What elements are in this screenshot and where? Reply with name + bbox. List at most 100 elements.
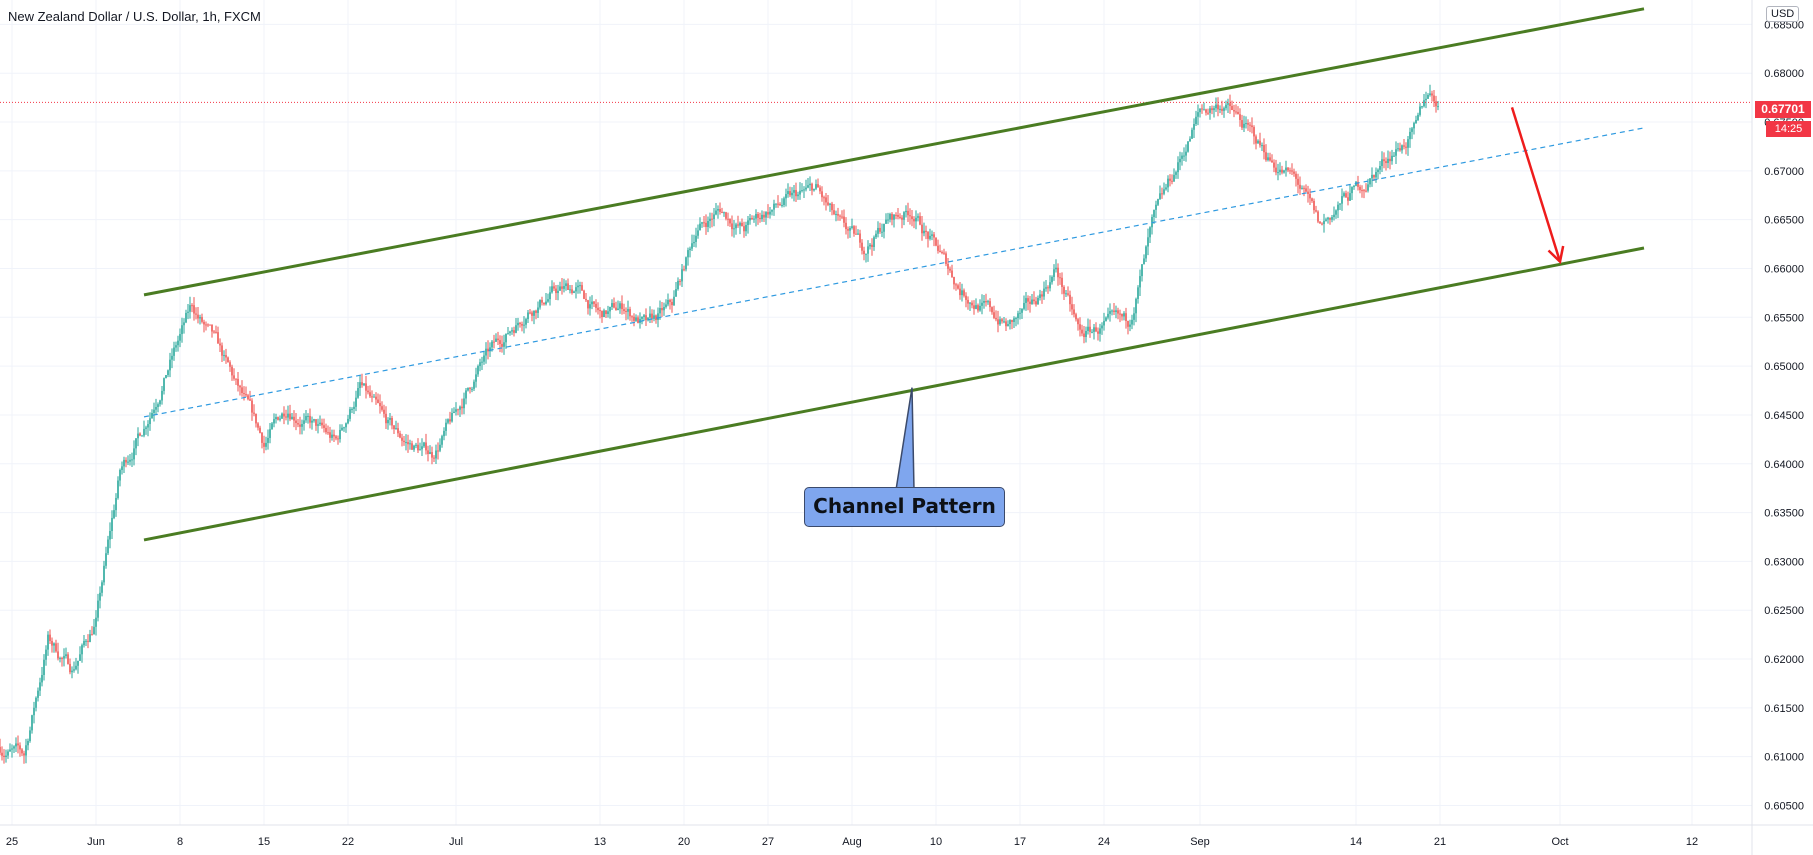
candle-body bbox=[1411, 128, 1413, 132]
candle-body bbox=[961, 290, 963, 296]
candle-body bbox=[645, 315, 647, 321]
candle-body bbox=[1257, 140, 1259, 144]
price-tick-label: 0.63000 bbox=[1764, 556, 1804, 568]
candle-body bbox=[459, 406, 461, 410]
candle-body bbox=[1237, 111, 1239, 115]
candle-body bbox=[13, 746, 15, 749]
candle-body bbox=[1371, 174, 1373, 179]
time-tick-label: 12 bbox=[1686, 836, 1698, 848]
candle-body bbox=[753, 218, 755, 220]
candle-body bbox=[837, 213, 839, 216]
candle-body bbox=[461, 406, 463, 409]
candle-body bbox=[1247, 123, 1249, 125]
time-tick-label: 13 bbox=[594, 836, 606, 848]
bar-countdown-badge: 14:25 bbox=[1766, 121, 1811, 137]
candle-body bbox=[149, 418, 151, 425]
candle-body bbox=[473, 381, 475, 389]
candle-body bbox=[1219, 108, 1221, 110]
candle-body bbox=[1039, 294, 1041, 298]
candle-body bbox=[733, 228, 735, 230]
candle-body bbox=[533, 310, 535, 316]
candle-body bbox=[1285, 167, 1287, 171]
time-tick-label: Jul bbox=[449, 836, 463, 848]
candle-body bbox=[1277, 172, 1279, 174]
candle-body bbox=[1387, 158, 1389, 164]
candle-body bbox=[329, 432, 331, 438]
candle-body bbox=[1235, 111, 1237, 113]
candle-body bbox=[1043, 288, 1045, 297]
candle-body bbox=[499, 340, 501, 344]
candle-body bbox=[549, 292, 551, 300]
candle-body bbox=[269, 429, 271, 438]
candle-body bbox=[921, 224, 923, 234]
candle-body bbox=[987, 301, 989, 303]
candle-body bbox=[629, 309, 631, 317]
candle-body bbox=[129, 459, 131, 462]
candle-body bbox=[0, 746, 1, 753]
candle-body bbox=[555, 288, 557, 294]
candle-body bbox=[53, 643, 55, 646]
candle-body bbox=[1093, 327, 1095, 332]
chart-title: New Zealand Dollar / U.S. Dollar, 1h, FX… bbox=[8, 9, 261, 24]
candle-body bbox=[283, 413, 285, 417]
candle-body bbox=[1239, 114, 1241, 121]
candle-body bbox=[1107, 313, 1109, 318]
candle-body bbox=[875, 233, 877, 238]
candle-body bbox=[1003, 321, 1005, 323]
candle-body bbox=[235, 378, 237, 380]
candle-body bbox=[1267, 157, 1269, 161]
candle-body bbox=[1021, 308, 1023, 313]
candle-body bbox=[1067, 293, 1069, 295]
candle-body bbox=[1375, 171, 1377, 178]
candle-body bbox=[573, 291, 575, 293]
candle-body bbox=[335, 436, 337, 439]
candle-body bbox=[153, 409, 155, 413]
currency-button[interactable]: USD bbox=[1766, 6, 1800, 22]
candle-body bbox=[1167, 178, 1169, 188]
candle-body bbox=[873, 237, 875, 247]
candle-body bbox=[769, 211, 771, 215]
candle-body bbox=[897, 214, 899, 217]
candle-body bbox=[427, 450, 429, 455]
candle-body bbox=[211, 324, 213, 332]
candle-body bbox=[139, 433, 141, 436]
candle-body bbox=[751, 218, 753, 220]
price-tick-label: 0.68000 bbox=[1764, 68, 1804, 80]
candle-body bbox=[1165, 187, 1167, 190]
candle-body bbox=[1259, 140, 1261, 146]
candle-body bbox=[1059, 277, 1061, 279]
candle-body bbox=[453, 411, 455, 414]
candle-body bbox=[543, 302, 545, 305]
candle-body bbox=[439, 444, 441, 451]
candle-body bbox=[277, 417, 279, 420]
candle-body bbox=[15, 743, 17, 747]
candle-body bbox=[1, 752, 3, 756]
candle-body bbox=[165, 375, 167, 379]
candle-body bbox=[653, 315, 655, 319]
candle-body bbox=[73, 669, 75, 671]
candle-body bbox=[1001, 319, 1003, 322]
candle-body bbox=[521, 324, 523, 326]
candle-body bbox=[711, 218, 713, 220]
time-tick-label: 24 bbox=[1098, 836, 1110, 848]
candle-body bbox=[465, 390, 467, 399]
candle-body bbox=[601, 310, 603, 318]
candle-body bbox=[809, 183, 811, 186]
candle-body bbox=[1007, 324, 1009, 327]
channel-pattern-callout[interactable]: Channel Pattern bbox=[804, 487, 1005, 527]
candle-body bbox=[887, 219, 889, 221]
candle-body bbox=[1051, 276, 1053, 283]
candle-body bbox=[757, 214, 759, 218]
candle-body bbox=[25, 745, 27, 756]
candle-body bbox=[337, 438, 339, 440]
price-tick-label: 0.68500 bbox=[1764, 19, 1804, 31]
candle-body bbox=[605, 310, 607, 315]
candle-body bbox=[1425, 98, 1427, 101]
candle-body bbox=[545, 301, 547, 305]
candle-body bbox=[131, 459, 133, 461]
candle-body bbox=[315, 419, 317, 426]
candle-body bbox=[925, 230, 927, 233]
candle-body bbox=[985, 301, 987, 303]
candle-body bbox=[383, 409, 385, 414]
